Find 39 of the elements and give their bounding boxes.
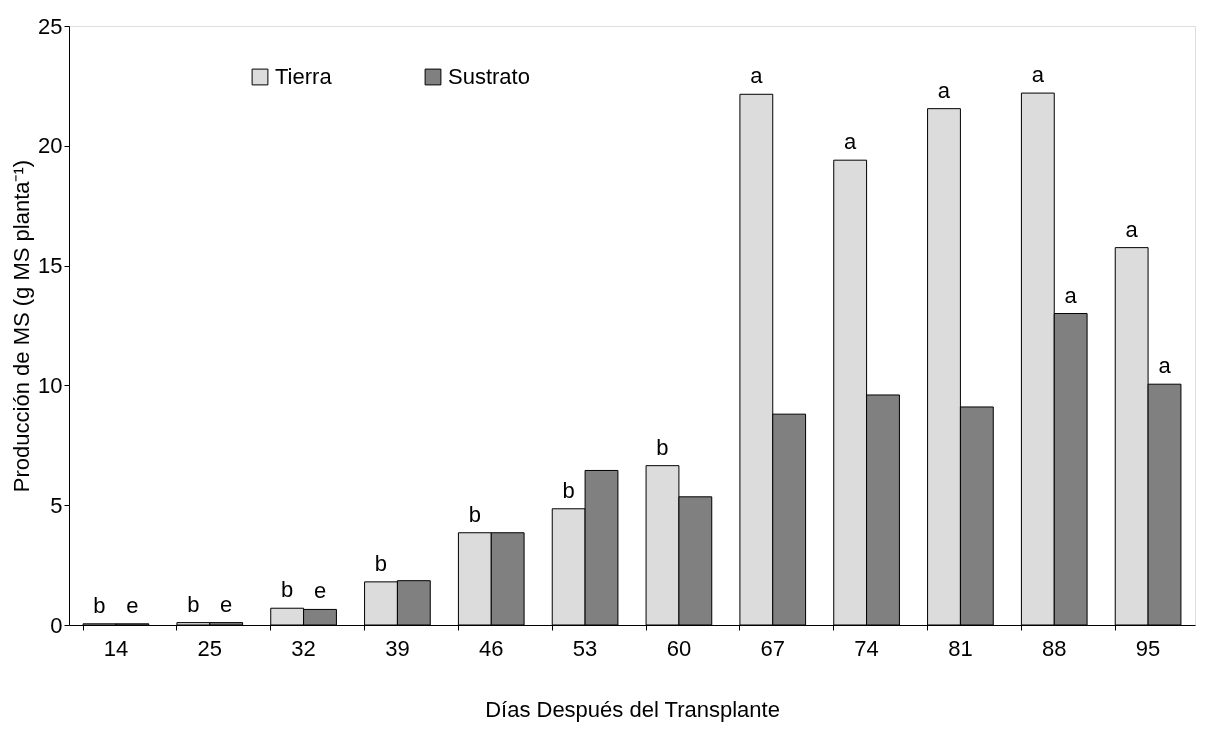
annotation: b — [562, 477, 575, 503]
annotation: b — [93, 592, 106, 618]
x-tick-label: 95 — [1135, 635, 1161, 661]
y-tick-label: 25 — [38, 13, 63, 39]
legend-label: Sustrato — [448, 64, 530, 89]
y-tick-label: 20 — [38, 133, 63, 159]
annotation: a — [937, 77, 951, 103]
annotation: a — [1125, 216, 1139, 242]
x-tick-label: 88 — [1042, 635, 1067, 661]
annotation: b — [281, 577, 294, 603]
x-tick-label: 81 — [948, 635, 973, 661]
annotation: a — [1031, 62, 1045, 88]
x-tick-label: 67 — [760, 635, 785, 661]
y-tick-label: 15 — [38, 253, 63, 279]
x-tick-label: 53 — [572, 635, 598, 661]
y-tick-label: 10 — [38, 372, 63, 398]
legend-label: Tierra — [275, 64, 333, 89]
annotation: e — [126, 592, 139, 618]
x-tick-label: 14 — [103, 635, 129, 661]
annotation: b — [468, 501, 481, 527]
x-tick-label: 32 — [291, 635, 316, 661]
y-tick-label: 0 — [50, 612, 63, 638]
x-tick-label: 39 — [385, 635, 410, 661]
annotation: b — [187, 591, 200, 617]
x-tick-label: 74 — [854, 635, 879, 661]
annotation: a — [1064, 282, 1078, 308]
x-tick-label: 25 — [197, 635, 222, 661]
annotation: b — [656, 434, 669, 460]
annotation: a — [844, 129, 858, 155]
y-tick-label: 5 — [50, 492, 63, 518]
annotation: e — [220, 591, 233, 617]
annotation: a — [1158, 353, 1172, 379]
annotation: a — [750, 63, 764, 89]
x-tick-label: 46 — [479, 635, 504, 661]
annotation: e — [313, 578, 327, 604]
x-axis-title: Días Después del Transplante — [485, 696, 780, 722]
annotation: b — [374, 550, 388, 576]
x-tick-label: 60 — [666, 635, 692, 661]
y-axis-title: Producción de MS (g MS planta⁻¹) — [9, 159, 35, 493]
